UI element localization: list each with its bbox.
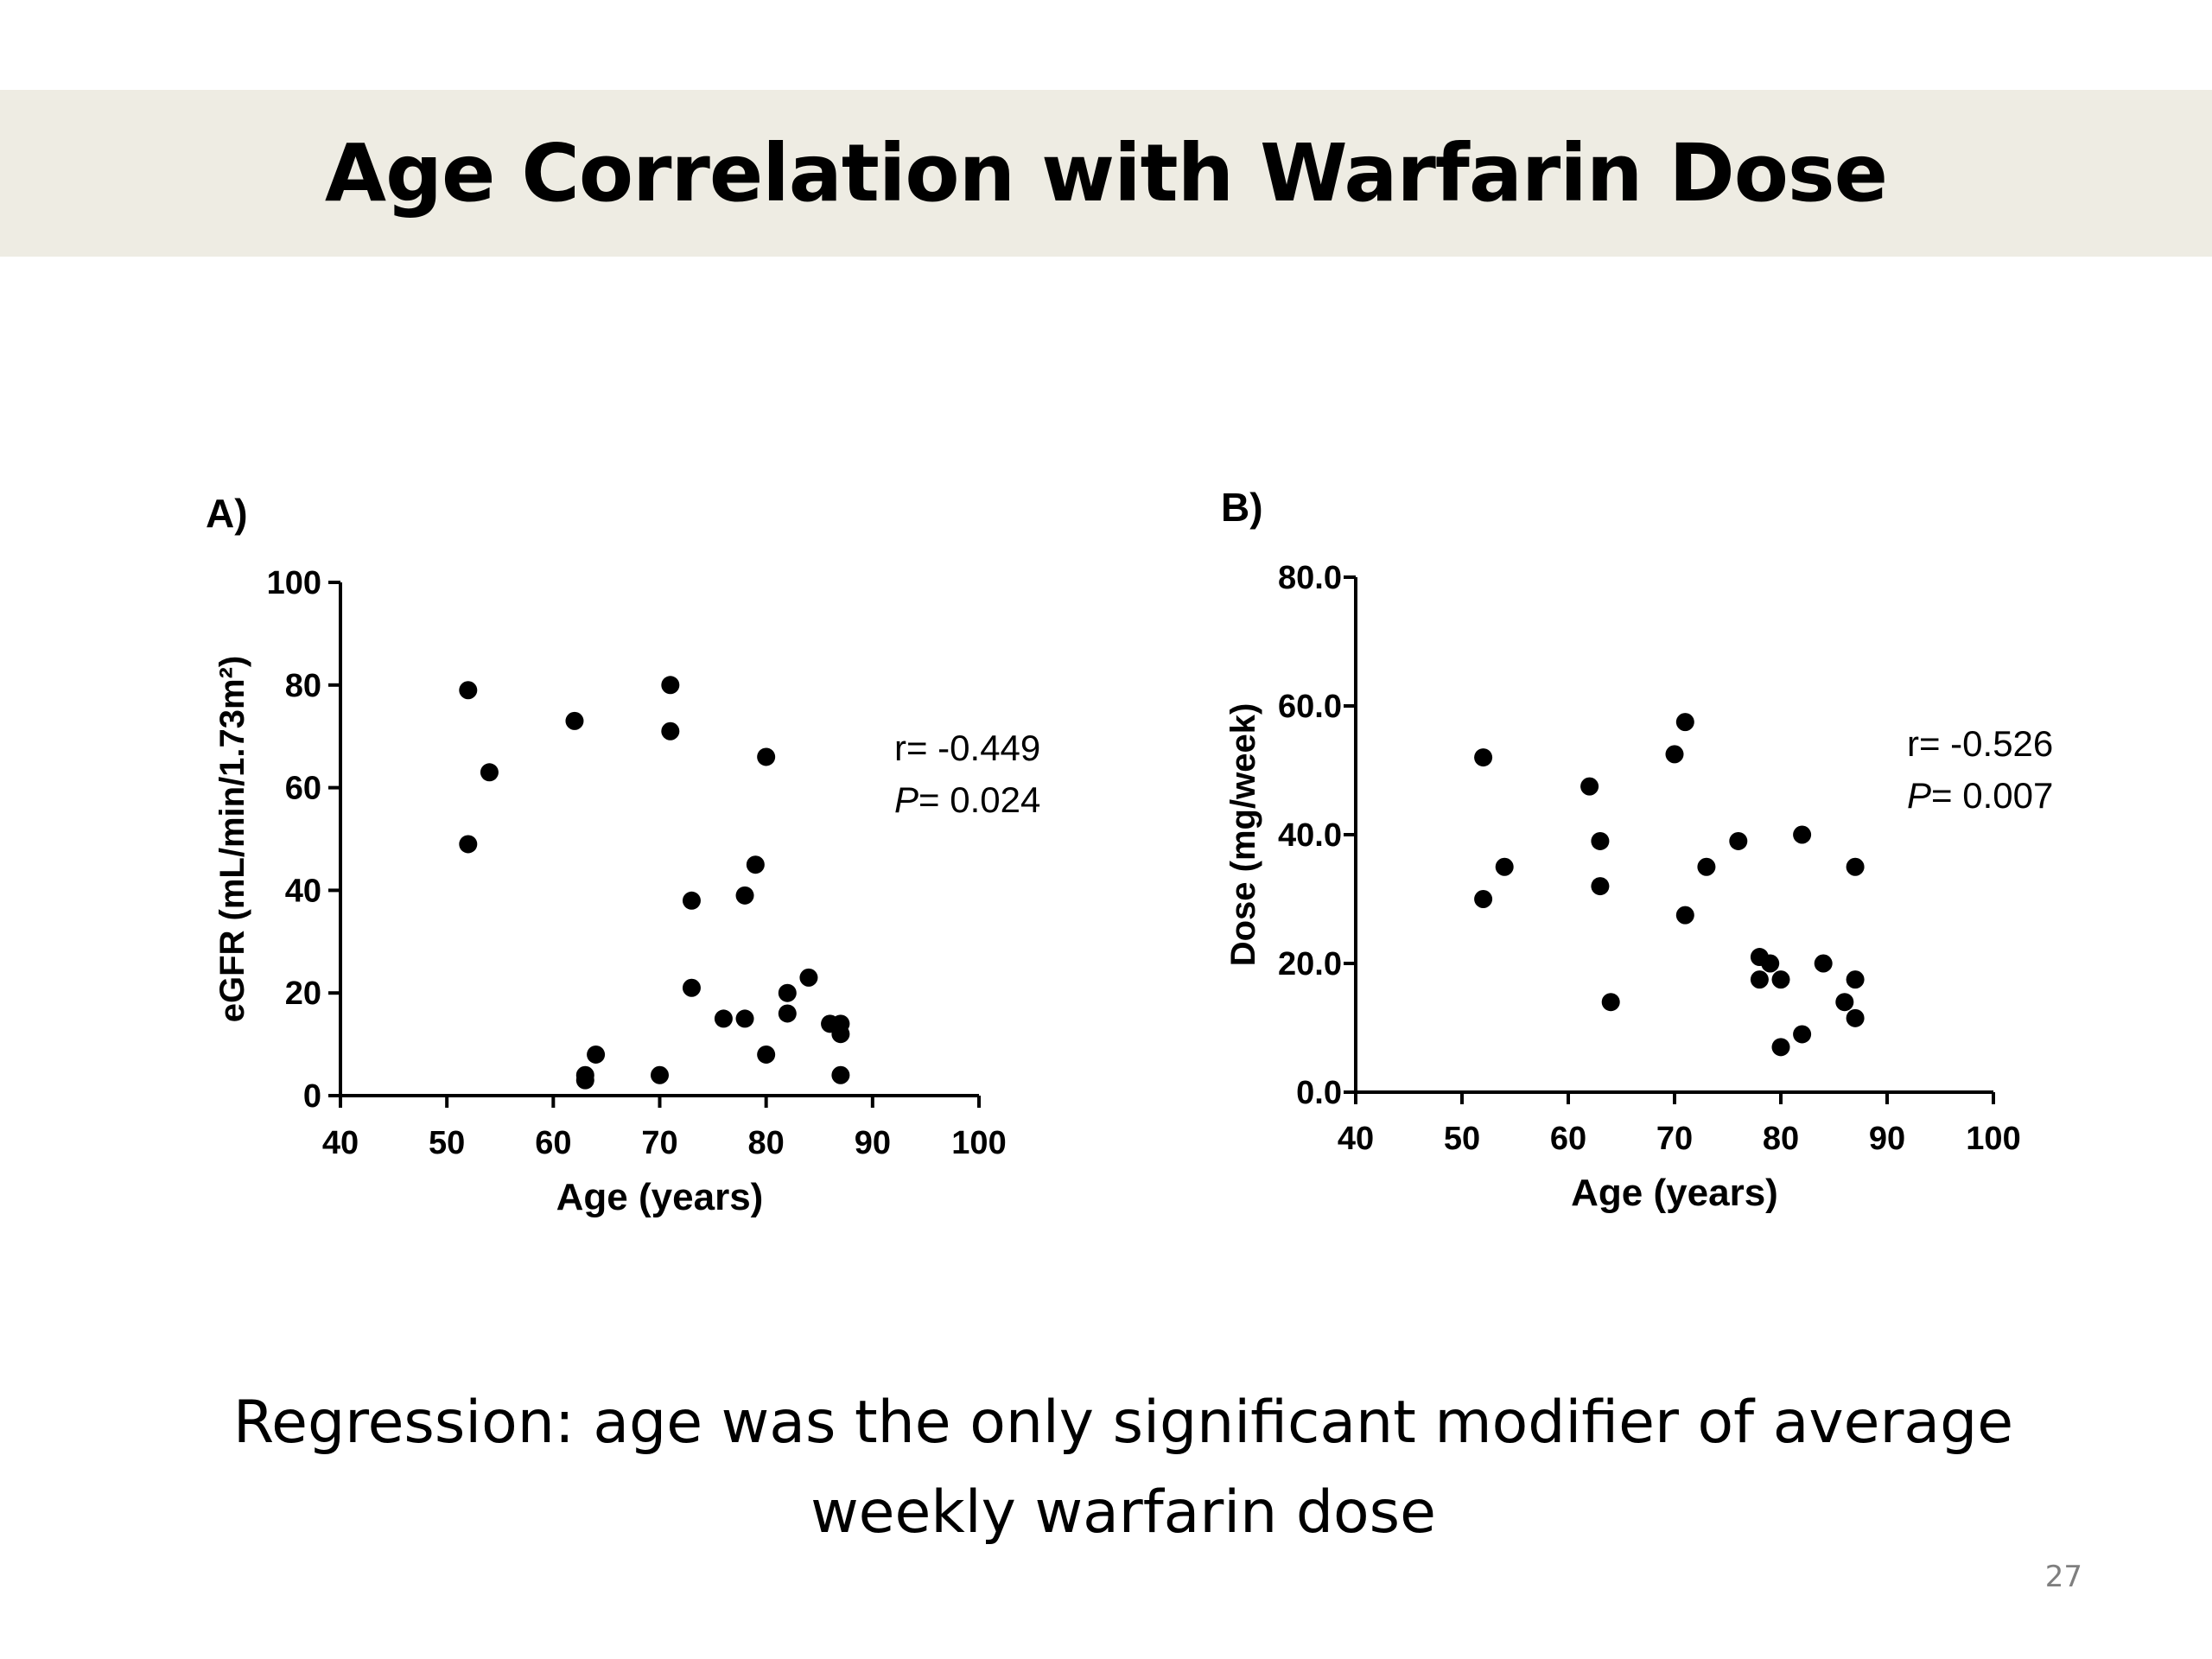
- y-tick-label-a: 100: [267, 565, 321, 601]
- x-tick-label-a: 100: [951, 1125, 1006, 1161]
- data-point-b: [1601, 993, 1620, 1012]
- caption-line-1: Regression: age was the only significant…: [232, 1389, 2014, 1457]
- data-point-b: [1846, 970, 1865, 989]
- x-tick-label-b: 80: [1763, 1121, 1799, 1157]
- data-point-a: [735, 1009, 754, 1028]
- y-axis-title-a: eGFR (mL/min/1.73m²): [213, 656, 251, 1023]
- data-point-b: [1675, 713, 1694, 732]
- data-point-b: [1793, 1025, 1812, 1044]
- x-axis-title-a: Age (years): [556, 1176, 764, 1218]
- y-tick-label-a: 80: [285, 668, 321, 704]
- regression-caption: Regression: age was the only significant…: [156, 1378, 2091, 1558]
- y-tick-label-a: 60: [285, 771, 321, 807]
- data-point-a: [778, 1004, 797, 1023]
- stat-p-symbol-a: P: [894, 779, 918, 820]
- y-tick-label-a: 40: [285, 873, 321, 909]
- y-tick-label-b: 80.0: [1278, 560, 1342, 596]
- data-point-a: [778, 983, 797, 1002]
- x-tick-label-a: 80: [748, 1125, 785, 1161]
- data-point-b: [1591, 831, 1610, 850]
- data-point-a: [459, 835, 478, 854]
- data-point-a: [587, 1045, 606, 1064]
- data-point-b: [1580, 777, 1599, 796]
- caption-line-2: weekly warfarin dose: [810, 1478, 1436, 1547]
- data-point-b: [1835, 993, 1854, 1012]
- x-tick-label-a: 40: [322, 1125, 359, 1161]
- y-axis-title-b: Dose (mg/week): [1224, 703, 1262, 967]
- x-tick-label-a: 50: [429, 1125, 465, 1161]
- stat-p-value-a: = 0.024: [918, 779, 1040, 820]
- panel-label-b: B): [1221, 485, 1263, 530]
- y-tick-label-b: 20.0: [1278, 946, 1342, 982]
- data-point-a: [682, 891, 701, 910]
- data-point-b: [1591, 877, 1610, 896]
- y-tick-label-b: 60.0: [1278, 689, 1342, 725]
- x-tick-label-b: 40: [1338, 1121, 1374, 1157]
- data-point-b: [1846, 857, 1865, 876]
- panel-label-a: A): [206, 491, 248, 536]
- data-point-a: [757, 1045, 776, 1064]
- page-number: 27: [2044, 1560, 2082, 1594]
- data-point-a: [757, 747, 776, 766]
- data-point-b: [1814, 954, 1833, 973]
- data-point-b: [1675, 906, 1694, 925]
- data-point-b: [1697, 857, 1716, 876]
- data-point-a: [714, 1009, 733, 1028]
- data-point-a: [661, 676, 680, 695]
- data-point-b: [1771, 970, 1790, 989]
- x-tick-label-b: 70: [1656, 1121, 1693, 1157]
- x-tick-label-b: 50: [1444, 1121, 1480, 1157]
- data-point-b: [1750, 970, 1769, 989]
- x-tick-label-a: 60: [535, 1125, 571, 1161]
- data-point-a: [661, 721, 680, 741]
- x-axis-title-b: Age (years): [1571, 1172, 1778, 1214]
- slide-title: Age Correlation with Warfarin Dose: [324, 127, 1888, 219]
- stat-p-a: P= 0.024: [894, 779, 1040, 820]
- x-tick-label-a: 90: [855, 1125, 891, 1161]
- y-tick-label-a: 0: [303, 1078, 321, 1115]
- y-tick-label-b: 40.0: [1278, 817, 1342, 854]
- data-point-b: [1474, 890, 1493, 908]
- data-point-b: [1729, 831, 1748, 850]
- data-point-a: [480, 763, 499, 782]
- data-point-b: [1761, 954, 1780, 973]
- data-point-a: [746, 855, 765, 874]
- x-tick-label-b: 90: [1869, 1121, 1905, 1157]
- stat-r-a: r= -0.449: [894, 728, 1040, 768]
- data-point-a: [735, 886, 754, 905]
- y-tick-label-b: 0.0: [1296, 1075, 1342, 1111]
- data-point-b: [1665, 745, 1684, 764]
- data-point-a: [831, 1025, 850, 1044]
- data-point-b: [1474, 748, 1493, 767]
- y-tick-label-a: 20: [285, 976, 321, 1012]
- data-point-b: [1495, 857, 1514, 876]
- data-point-a: [682, 978, 701, 997]
- stat-p-b: P= 0.007: [1907, 775, 2053, 816]
- data-point-a: [651, 1065, 669, 1084]
- x-tick-label-b: 60: [1550, 1121, 1586, 1157]
- data-point-a: [575, 1071, 594, 1090]
- data-point-b: [1793, 825, 1812, 844]
- data-point-a: [831, 1065, 850, 1084]
- stat-r-b: r= -0.526: [1907, 723, 2053, 764]
- data-point-a: [799, 968, 818, 987]
- data-point-b: [1846, 1008, 1865, 1027]
- data-point-a: [565, 711, 584, 730]
- x-tick-label-b: 100: [1966, 1121, 2020, 1157]
- stat-p-symbol-b: P: [1907, 775, 1931, 816]
- x-tick-label-a: 70: [641, 1125, 677, 1161]
- stat-p-value-b: = 0.007: [1931, 775, 2053, 816]
- title-band: [0, 90, 2212, 257]
- data-point-a: [459, 681, 478, 700]
- data-point-b: [1771, 1038, 1790, 1057]
